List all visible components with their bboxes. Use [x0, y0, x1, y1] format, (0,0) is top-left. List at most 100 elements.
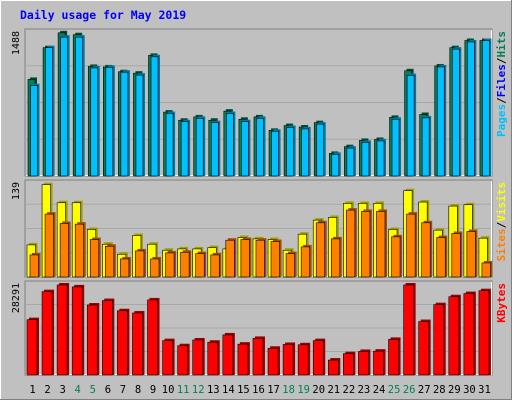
bar-sites-23 [361, 209, 372, 278]
bar-sites-15 [240, 237, 252, 278]
panel-3: 28291 KBytes [11, 280, 508, 376]
ymax-label: 28291 [11, 283, 22, 313]
x-tick-label: 16 [252, 384, 265, 396]
bar-kbytes-9 [147, 297, 160, 376]
bar-kbytes-11 [177, 343, 190, 376]
bar-files-20 [316, 122, 326, 177]
bar-sites-11 [180, 250, 192, 278]
bar-files-16 [256, 116, 266, 177]
bar-files-31 [482, 38, 492, 177]
bar-kbytes-8 [132, 310, 145, 376]
x-tick-label: 28 [433, 384, 446, 396]
bar-sites-14 [225, 238, 237, 278]
bar-files-3 [60, 35, 70, 177]
x-tick-label: 2 [44, 384, 50, 396]
bar-sites-17 [270, 239, 282, 278]
x-tick-label: 29 [448, 384, 461, 396]
x-tick-label: 31 [478, 384, 491, 396]
x-tick-label: 17 [267, 384, 280, 396]
bar-kbytes-12 [192, 338, 205, 376]
bar-files-5 [90, 65, 100, 177]
bar-files-13 [210, 120, 221, 177]
x-tick-label: 27 [418, 384, 431, 396]
bar-files-28 [436, 64, 447, 177]
x-tick-label: 11 [177, 384, 190, 396]
bar-sites-19 [300, 244, 312, 278]
bar-kbytes-29 [448, 294, 461, 376]
x-tick-label: 15 [237, 384, 250, 396]
x-tick-label: 12 [192, 384, 205, 396]
x-tick-label: 26 [403, 384, 416, 396]
bar-sites-22 [346, 208, 357, 278]
bar-files-27 [421, 115, 432, 177]
bar-sites-30 [466, 229, 478, 278]
panel-1: 1488 Pages/Files/Hits [11, 28, 508, 177]
bar-sites-28 [436, 235, 448, 278]
bar-files-14 [226, 111, 236, 177]
x-tick-label: 6 [105, 384, 111, 396]
bar-kbytes-3 [56, 282, 70, 376]
bar-kbytes-15 [237, 342, 250, 376]
bar-sites-6 [105, 244, 116, 278]
bar-kbytes-24 [373, 349, 386, 376]
bar-files-7 [120, 70, 130, 177]
bar-kbytes-5 [86, 303, 100, 376]
bar-sites-31 [481, 260, 493, 278]
panel-2: 139 Sites/Visits [11, 179, 508, 278]
bar-files-21 [331, 152, 341, 177]
x-tick-label: 1 [29, 384, 35, 396]
x-tick-label: 7 [120, 384, 126, 396]
x-tick-label: 25 [388, 384, 401, 396]
ymax-label: 139 [11, 182, 22, 200]
x-tick-label: 4 [75, 384, 81, 396]
bar-kbytes-17 [267, 346, 281, 376]
x-tick-label: 19 [297, 384, 310, 396]
x-tick-label: 24 [373, 384, 386, 396]
x-tick-label: 20 [312, 384, 325, 396]
bar-kbytes-4 [71, 284, 85, 376]
bar-sites-18 [285, 251, 297, 278]
bar-sites-16 [255, 238, 267, 278]
bar-kbytes-6 [102, 298, 115, 376]
x-tick-label: 23 [358, 384, 371, 396]
bar-sites-24 [376, 209, 387, 278]
bar-sites-26 [406, 212, 418, 278]
x-tick-label: 5 [90, 384, 96, 396]
bar-kbytes-22 [343, 351, 356, 376]
bar-files-12 [195, 116, 206, 177]
bar-kbytes-20 [312, 338, 326, 376]
bar-sites-13 [210, 252, 222, 278]
bar-files-25 [391, 117, 402, 177]
x-tick-label: 3 [59, 384, 65, 396]
bar-sites-12 [195, 251, 207, 278]
bar-files-17 [271, 129, 281, 177]
bar-kbytes-16 [252, 336, 265, 376]
bar-files-29 [452, 47, 462, 177]
ymax-label: 1488 [11, 31, 22, 55]
bar-sites-2 [44, 212, 56, 278]
bar-kbytes-27 [418, 319, 431, 376]
series-label: Sites/Visits [495, 182, 508, 262]
x-tick-label: 18 [282, 384, 295, 396]
bar-files-11 [180, 119, 191, 177]
x-tick-label: 13 [207, 384, 220, 396]
series-label: Pages/Files/Hits [495, 31, 508, 137]
x-tick-label: 8 [135, 384, 141, 396]
x-tick-label: 22 [343, 384, 356, 396]
bar-files-22 [346, 146, 356, 177]
bar-sites-10 [165, 250, 177, 278]
bar-files-4 [75, 35, 85, 177]
x-tick-label: 9 [150, 384, 156, 396]
bar-kbytes-14 [222, 332, 235, 376]
bar-kbytes-21 [327, 358, 341, 376]
chart-title: Daily usage for May 2019 [20, 8, 186, 22]
bar-files-9 [150, 54, 161, 177]
x-tick-label: 14 [222, 384, 235, 396]
bar-kbytes-25 [388, 337, 401, 376]
bar-files-24 [376, 138, 386, 177]
bar-kbytes-13 [207, 340, 220, 376]
bar-files-1 [30, 83, 40, 177]
bar-kbytes-23 [358, 349, 371, 376]
x-tick-label: 21 [327, 384, 340, 396]
bar-sites-8 [135, 248, 146, 278]
